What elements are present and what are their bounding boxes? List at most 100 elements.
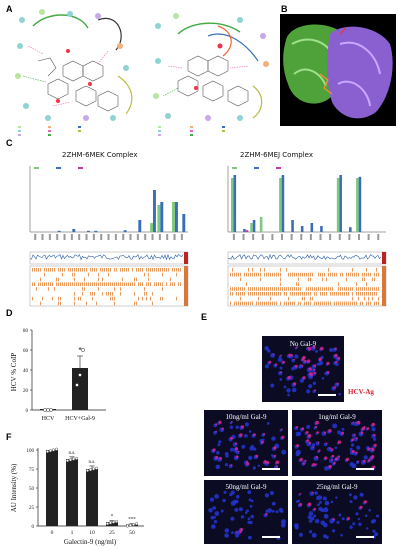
- residue-tick-7: [300, 234, 303, 240]
- antigen-signal: [336, 382, 339, 385]
- contact-tick: [172, 268, 173, 272]
- antigen-signal: [338, 455, 341, 458]
- contact-tick: [136, 268, 137, 272]
- antigen-signal: [221, 427, 224, 430]
- nucleus: [265, 509, 269, 513]
- contact-tick: [100, 268, 101, 272]
- nucleus: [353, 495, 358, 500]
- nucleus: [250, 514, 254, 519]
- contact-tick: [44, 272, 45, 277]
- contact-tick: [288, 287, 289, 291]
- contact-tick: [134, 292, 135, 296]
- nucleus: [335, 496, 338, 499]
- contact-tick: [136, 277, 137, 282]
- contact-tick: [288, 272, 289, 277]
- y-tick-label: 50: [29, 487, 35, 492]
- antigen-signal: [280, 428, 283, 431]
- contact-tick: [240, 277, 241, 282]
- contact-tick: [88, 272, 89, 277]
- contact-tick: [76, 282, 77, 286]
- contact-tick: [344, 287, 345, 291]
- contact-tick: [252, 272, 253, 277]
- residue-tick-19: [173, 234, 176, 240]
- contact-tick: [296, 287, 297, 291]
- contact-tick: [114, 282, 115, 286]
- contact-tick: [308, 277, 309, 282]
- nucleus: [291, 387, 297, 393]
- antigen-signal: [312, 345, 316, 349]
- antigen-signal: [360, 432, 363, 435]
- contact-tick: [130, 282, 131, 286]
- antigen-signal: [306, 439, 310, 442]
- contact-tick: [280, 287, 281, 291]
- contact-tick: [362, 287, 363, 291]
- contact-tick: [238, 272, 239, 277]
- contact-tick: [272, 301, 273, 306]
- contact-tick: [82, 268, 83, 272]
- antigen-signal: [373, 443, 377, 447]
- contact-tick: [98, 277, 99, 282]
- chart-f-axis: 0 25 50 75 100 0 1 10 25 50: [27, 449, 136, 536]
- contact-tick: [50, 268, 51, 272]
- nucleus: [244, 434, 248, 438]
- contact-tick: [340, 292, 341, 296]
- contact-tick: [294, 301, 295, 306]
- contact-tick: [378, 272, 379, 277]
- nucleus: [372, 529, 376, 533]
- antigen-signal: [326, 371, 330, 374]
- contact-tick: [40, 268, 41, 272]
- contact-tick: [328, 272, 329, 277]
- contact-tick: [32, 282, 33, 286]
- contact-tick: [232, 292, 233, 296]
- contact-tick: [272, 292, 273, 296]
- contact-tick: [304, 296, 305, 301]
- contact-tick: [356, 272, 357, 277]
- contact-tick: [308, 272, 309, 277]
- scale-bar: [356, 536, 374, 538]
- nucleus: [321, 377, 325, 380]
- ligand-interaction-left: [22, 14, 133, 115]
- data-point: [105, 522, 109, 526]
- antigen-signal: [328, 464, 332, 469]
- antigen-signal: [280, 354, 282, 357]
- antigen-signal: [236, 455, 239, 459]
- contact-tick: [296, 272, 297, 277]
- nucleus: [241, 444, 246, 449]
- contact-tick: [108, 282, 109, 286]
- contact-tick: [250, 292, 251, 296]
- contact-tick: [246, 301, 247, 306]
- contact-tick: [38, 268, 39, 272]
- contact-tick: [82, 287, 83, 291]
- contact-tick: [374, 277, 375, 282]
- antigen-signal: [272, 353, 275, 356]
- antigen-signal: [351, 438, 355, 442]
- contact-tick: [152, 268, 153, 272]
- contact-tick: [74, 272, 75, 277]
- nucleus: [215, 464, 221, 470]
- data-point: [52, 448, 56, 452]
- nucleus: [246, 509, 249, 513]
- residue-tick-5: [281, 234, 284, 240]
- contact-tick: [140, 268, 141, 272]
- contact-tick: [266, 301, 267, 306]
- diagram-legend-right: [158, 126, 225, 136]
- nucleus: [350, 443, 355, 447]
- significance-label: ***: [128, 518, 136, 523]
- bar-green-0: [230, 178, 234, 232]
- contact-tick: [60, 296, 61, 301]
- nucleus: [230, 516, 235, 521]
- antigen-signal: [299, 492, 302, 495]
- contact-tick: [300, 287, 301, 291]
- contact-tick: [246, 272, 247, 277]
- contact-tick: [148, 277, 149, 282]
- antigen-signal: [357, 420, 361, 425]
- contact-tick: [84, 287, 85, 291]
- contact-tick: [316, 301, 317, 306]
- nucleus: [338, 392, 341, 396]
- nucleus: [338, 513, 342, 517]
- x-tick-label: 50: [129, 530, 135, 536]
- contact-tick: [364, 272, 365, 277]
- x-tick-label: HCV: [42, 416, 55, 422]
- bar-blue-7: [300, 226, 304, 232]
- contact-tick: [90, 282, 91, 286]
